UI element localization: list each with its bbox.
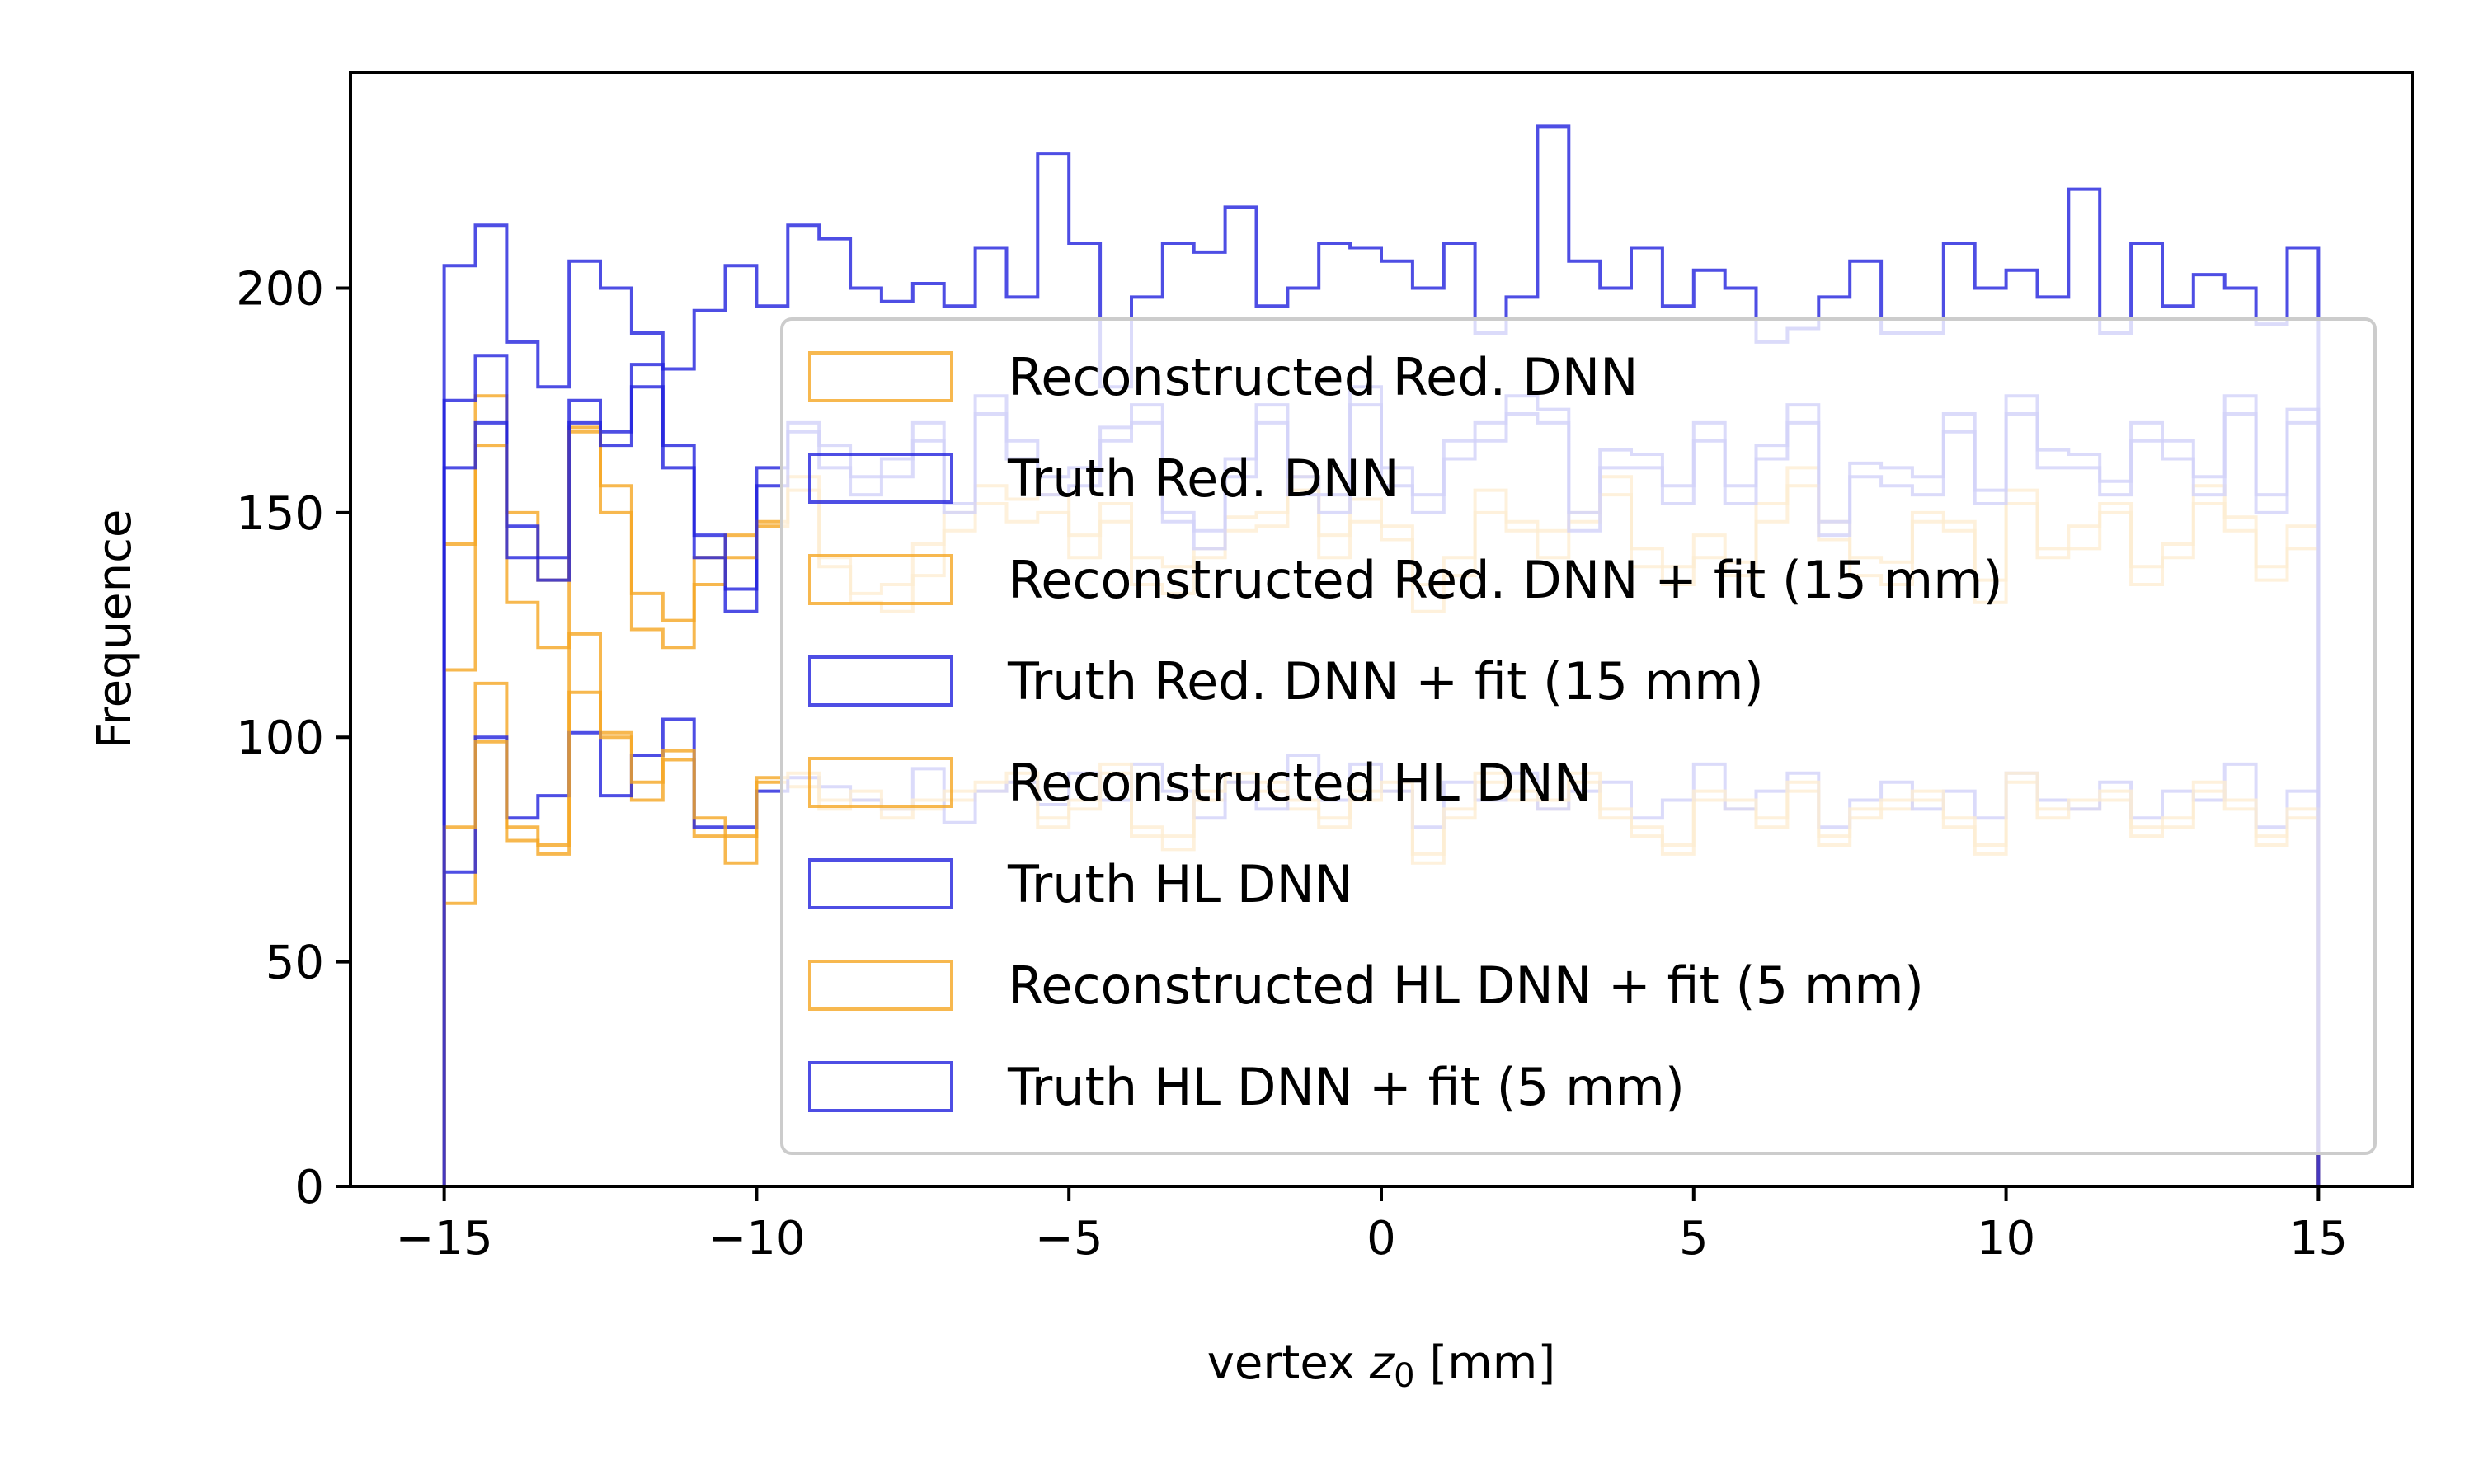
x-tick-label: 15: [2289, 1212, 2348, 1266]
series-7-histogram: [442, 124, 2321, 1186]
y-axis: 0 50 100 150 200: [236, 262, 350, 1214]
legend-label: Reconstructed HL DNN + fit (5 mm): [1008, 956, 1924, 1016]
legend-label: Reconstructed Red. DNN: [1008, 347, 1638, 407]
legend-swatch: [808, 858, 953, 909]
y-tick-label: 200: [236, 262, 324, 316]
legend-swatch: [808, 1061, 953, 1112]
legend-label: Reconstructed HL DNN: [1008, 753, 1592, 813]
x-tick-label: 10: [1977, 1212, 2035, 1266]
x-tick-label: 5: [1679, 1212, 1709, 1266]
x-tick-label: −10: [708, 1212, 805, 1266]
legend-swatch: [808, 655, 953, 707]
y-tick-label: 50: [266, 937, 324, 990]
legend-items: Reconstructed Red. DNN Truth Red. DNN Reco…: [808, 347, 2003, 1117]
legend-swatch: [808, 960, 953, 1011]
legend-label: Truth Red. DNN + fit (15 mm): [1007, 651, 1764, 711]
x-tick-label: −5: [1035, 1212, 1103, 1266]
y-axis-label: Frequence: [88, 510, 142, 749]
legend-label: Truth HL DNN + fit (5 mm): [1007, 1057, 1685, 1117]
legend-box: [780, 317, 2377, 1155]
x-tick-label: 0: [1366, 1212, 1396, 1266]
legend-label: Truth Red. DNN: [1007, 448, 1399, 509]
legend-swatch: [808, 453, 953, 504]
y-tick-label: 100: [236, 711, 324, 765]
y-tick-label: 0: [294, 1161, 324, 1214]
legend: Reconstructed Red. DNN Truth Red. DNN Reco…: [780, 317, 2377, 1155]
legend-label: Truth HL DNN: [1007, 854, 1352, 914]
legend-swatch: [808, 757, 953, 808]
legend-swatch: [808, 554, 953, 605]
legend-swatch: [808, 351, 953, 402]
x-axis: −15 −10 −5 0 5 10 15: [396, 1186, 2348, 1266]
x-axis-label: vertex z0 [mm]: [1207, 1336, 1555, 1395]
y-tick-label: 150: [236, 487, 324, 541]
x-tick-label: −15: [396, 1212, 493, 1266]
legend-label: Reconstructed Red. DNN + fit (15 mm): [1008, 550, 2003, 610]
